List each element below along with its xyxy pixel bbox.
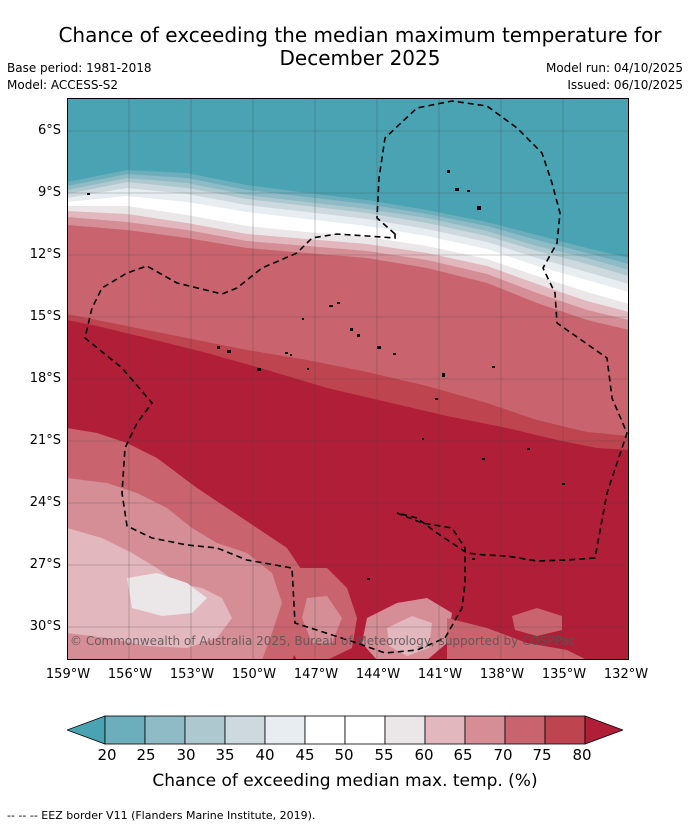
title-line-1: Chance of exceeding the median maximum t… [58,23,662,47]
colorbar-tick: 60 [414,746,434,764]
colorbar-extend-high [584,715,623,745]
base-period: Base period: 1981-2018 [7,61,152,75]
colorbar-tick: 70 [493,746,513,764]
colorbar-tick: 65 [453,746,473,764]
colorbar-cell [384,715,426,745]
map-copyright: © Commonwealth of Australia 2025, Bureau… [70,634,576,648]
colorbar-cell [504,715,546,745]
colorbar [67,715,623,745]
eez-legend: -- -- -- EEZ border V11 (Flanders Marine… [7,809,316,822]
islands [87,170,565,580]
warm-patch-southeast-inner [387,616,432,656]
colorbar-tick: 75 [532,746,552,764]
colorbar-cell [184,715,226,745]
lat-label: 24°S [29,495,61,510]
lon-label: 144°W [355,667,401,682]
graticule [67,98,629,660]
colorbar-cell [104,715,146,745]
lon-label: 156°W [107,667,153,682]
warm-patch-west-core [127,573,207,616]
lon-label: 138°W [479,667,525,682]
title-line-2: December 2025 [279,46,441,70]
colorbar-cell [344,715,386,745]
colorbar-tick: 40 [255,746,275,764]
lat-label: 27°S [29,557,61,572]
chart-title: Chance of exceeding the median maximum t… [40,24,680,70]
forecast-map [67,98,629,660]
lat-label: 30°S [29,619,61,634]
colorbar-tick: 50 [334,746,354,764]
colorbar-extend-low [67,715,106,745]
warm-patch-east [512,608,562,636]
warm-patch-south-band [447,618,587,660]
meta-left: Base period: 1981-2018 Model: ACCESS-S2 [7,60,152,94]
colorbar-cell [424,715,466,745]
colorbar-cell [224,715,266,745]
colorbar-tick: 25 [136,746,156,764]
colorbar-cell [144,715,186,745]
colorbar-label: Chance of exceeding median max. temp. (%… [152,771,538,791]
colorbar-cell [464,715,506,745]
colorbar-cells [67,715,623,745]
model-run: Model run: 04/10/2025 [545,61,683,75]
colorbar-tick: 20 [97,746,117,764]
lat-label: 6°S [37,123,61,138]
model-name: Model: ACCESS-S2 [7,78,119,92]
lon-label: 147°W [293,667,339,682]
lat-label: 21°S [29,433,61,448]
lon-label: 153°W [169,667,215,682]
colorbar-cell [304,715,346,745]
band-20 [67,98,629,258]
colorbar-tick: 45 [295,746,315,764]
colorbar-tick: 55 [374,746,394,764]
lat-label: 18°S [29,371,61,386]
colorbar-tick: 35 [215,746,235,764]
lat-label: 12°S [29,247,61,262]
lon-label: 159°W [45,667,91,682]
lon-label: 132°W [603,667,649,682]
meta-right: Model run: 04/10/2025 Issued: 06/10/2025 [546,60,683,94]
colorbar-cell [264,715,306,745]
colorbar-tick: 30 [176,746,196,764]
colorbar-cell [544,715,586,745]
issued-date: Issued: 06/10/2025 [567,78,683,92]
warm-patch-south-central-inner [302,596,342,643]
lon-label: 150°W [231,667,277,682]
lon-label: 135°W [541,667,587,682]
lat-label: 15°S [29,309,61,324]
lon-label: 141°W [417,667,463,682]
lat-label: 9°S [37,185,61,200]
colorbar-tick: 80 [572,746,592,764]
